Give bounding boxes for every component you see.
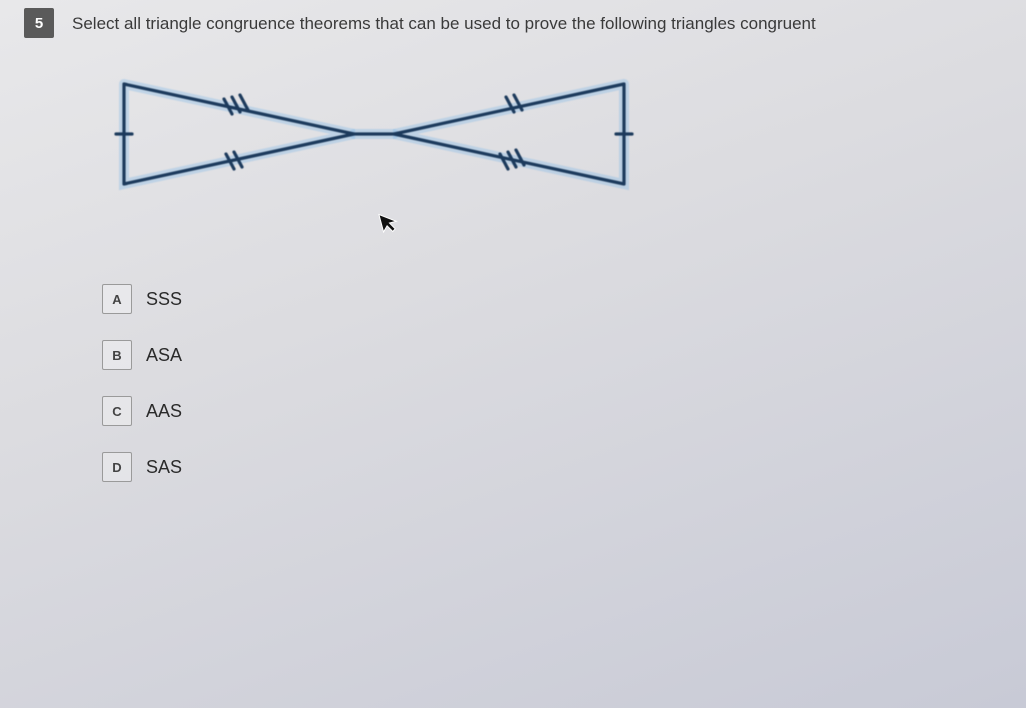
question-text: Select all triangle congruence theorems … [72, 8, 816, 35]
answer-options: A SSS B ASA C AAS D SAS [102, 284, 1006, 482]
option-letter-box: A [102, 284, 132, 314]
triangle-diagram [104, 64, 664, 214]
question-page: 5 Select all triangle congruence theorem… [0, 0, 1026, 528]
option-d[interactable]: D SAS [102, 452, 1006, 482]
option-label: SAS [146, 457, 182, 478]
option-c[interactable]: C AAS [102, 396, 1006, 426]
bowtie-svg [104, 64, 664, 214]
left-triangle [124, 84, 354, 184]
option-letter-box: C [102, 396, 132, 426]
option-a[interactable]: A SSS [102, 284, 1006, 314]
option-b[interactable]: B ASA [102, 340, 1006, 370]
option-letter-box: B [102, 340, 132, 370]
option-letter-box: D [102, 452, 132, 482]
question-header: 5 Select all triangle congruence theorem… [24, 8, 1006, 38]
option-label: ASA [146, 345, 182, 366]
option-label: SSS [146, 289, 182, 310]
question-number-badge: 5 [24, 8, 54, 38]
option-label: AAS [146, 401, 182, 422]
